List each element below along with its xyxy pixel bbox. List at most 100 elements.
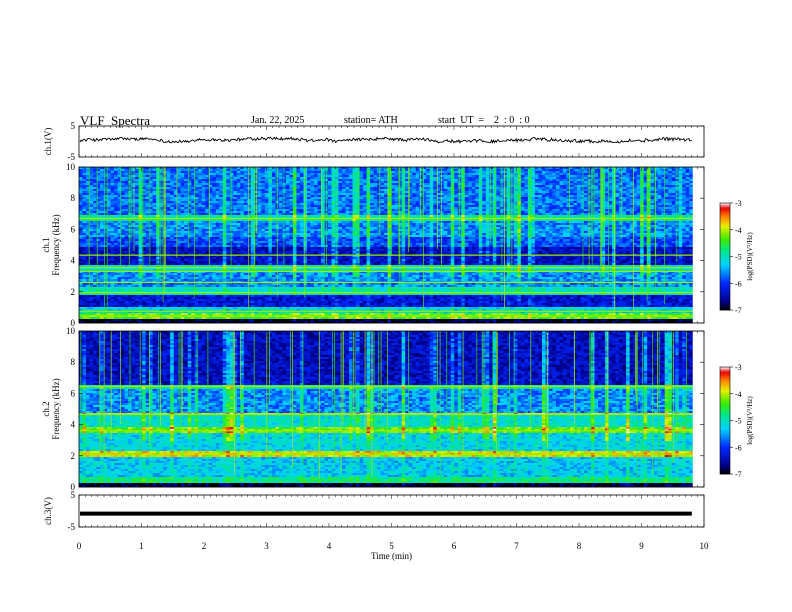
spec1-cell [524,189,529,192]
spec1-cell [257,169,262,172]
spec1-cell [93,183,97,186]
spec1-cell [552,175,557,178]
spec1-cell [475,179,480,182]
spec1-cell [135,189,140,192]
spec1-cell [328,199,332,202]
spec1-cell [110,193,115,196]
spec1-cell [454,181,459,184]
spec1-cell [370,167,374,170]
spec1-cell [356,187,360,190]
spec1-cell [517,175,522,178]
spec1-cell [682,173,687,176]
spec1-cell [570,195,574,198]
spec1-cell [678,197,683,200]
spec1-cell [100,179,104,182]
spec1-cell [201,193,206,196]
spec1-cell [601,175,606,178]
spec1-cell [643,183,648,186]
spec1-cell [222,197,227,200]
spec1-cell [170,187,175,190]
spec1-cell [131,193,136,196]
spec1-cell [233,169,238,172]
spec1-cell [170,199,175,202]
spec1-cell [194,179,199,182]
spec1-cell [250,171,255,174]
spec1-cell [640,167,645,170]
spec1-cell [103,171,108,174]
spec1-cell [541,195,546,198]
spec1-cell [121,199,125,202]
spec1-cell [548,171,553,174]
spec1-cell [342,181,346,184]
spec1-cell [257,187,262,190]
spec1-cell [545,173,550,176]
spec1-cell [236,169,241,172]
spec1-cell [534,187,539,190]
spec1-cell [405,177,410,180]
spec1-cell [615,181,620,184]
spec1-cell [584,189,588,192]
spec1-cell [552,179,557,182]
spec1-cell [320,169,325,172]
spec1-cell [443,193,448,196]
spec1-cell [292,187,297,190]
spec1-cell [622,189,627,192]
spec1-cell [212,169,217,172]
spec1-cell [86,183,90,186]
spec1-cell [149,189,154,192]
spec1-cell [328,179,332,182]
spec1-cell [219,197,224,200]
spec1-cell [454,195,459,198]
spec1-cell [685,183,690,186]
spec1-cell [268,171,273,174]
start-time-label: start UT = 2 : 0 : 0 [438,115,530,126]
spec1-cell [384,185,389,188]
spec1-cell [96,197,101,200]
spec1-cell [643,175,648,178]
spec1-cell [370,173,374,176]
spec1-cell [117,187,122,190]
spec1-cell [356,189,360,192]
spec1-cell [313,183,318,186]
spec1-cell [647,173,652,176]
spec1-cell [292,195,297,198]
spec1-cell [328,185,332,188]
spec1-cell [457,187,462,190]
spec1-cell [534,181,539,184]
spec1-cell [135,185,140,188]
spec1-cell [233,187,238,190]
spec1-cell [566,189,571,192]
spec1-cell [562,173,567,176]
spec1-cell [219,167,224,170]
spec1-cell [243,193,248,196]
spec1-cell [405,187,410,190]
spec1-cell [391,181,396,184]
spec1-cell [654,195,659,198]
spec1-cell [278,199,283,202]
spec1-cell [661,177,666,180]
spec1-cell [685,167,690,170]
spec1-cell [356,195,360,198]
spec1-cell [236,177,241,180]
spec1-cell [335,189,339,192]
spec1-cell [271,183,276,186]
spec1-cell [538,197,543,200]
spec1-cell [454,175,459,178]
spec1-cell [201,197,206,200]
spec1-cell [215,189,220,192]
spec1-cell [149,171,154,174]
spec1-cell [152,173,157,176]
spec1-cell [601,193,606,196]
spec1-cell [548,187,553,190]
spec1-cell [110,175,115,178]
spec1-cell [429,171,434,174]
spec1-cell [594,189,599,192]
spec1-cell [450,193,455,196]
spec1-cell [208,167,213,170]
spec1-cell [538,185,543,188]
spec1-cell [170,185,175,188]
spec1-cell [247,189,252,192]
spec1-cell [387,177,392,180]
spec1-cell [328,175,332,178]
spec1-cell [384,181,389,184]
